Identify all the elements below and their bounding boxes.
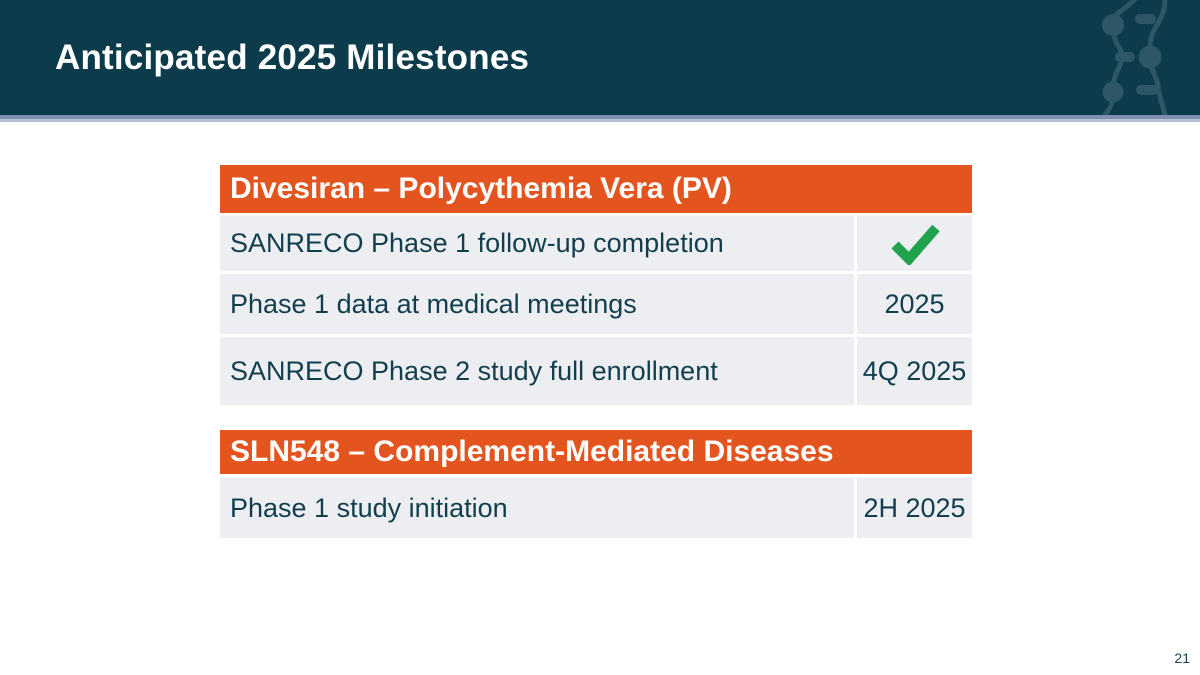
timing-cell xyxy=(857,216,972,271)
table-header-divesiran: Divesiran – Polycythemia Vera (PV) xyxy=(220,165,972,213)
milestones-tables: Divesiran – Polycythemia Vera (PV) SANRE… xyxy=(220,165,972,538)
page-title: Anticipated 2025 Milestones xyxy=(55,37,530,77)
header-accent-line-light xyxy=(0,119,1200,122)
milestone-cell: Phase 1 study initiation xyxy=(220,478,854,538)
table-header-sln548: SLN548 – Complement-Mediated Diseases xyxy=(220,430,972,474)
timing-cell: 4Q 2025 xyxy=(857,337,972,405)
timing-cell: 2025 xyxy=(857,274,972,334)
milestone-cell: SANRECO Phase 1 follow-up completion xyxy=(220,216,854,271)
table-row: Phase 1 study initiation 2H 2025 xyxy=(220,478,972,538)
table-row: SANRECO Phase 1 follow-up completion xyxy=(220,216,972,271)
page-number: 21 xyxy=(1174,650,1190,666)
check-icon xyxy=(890,224,940,265)
table-row: SANRECO Phase 2 study full enrollment 4Q… xyxy=(220,337,972,405)
milestone-cell: Phase 1 data at medical meetings xyxy=(220,274,854,334)
timing-cell: 2H 2025 xyxy=(857,478,972,538)
table-row: Phase 1 data at medical meetings 2025 xyxy=(220,274,972,334)
header-accent-line xyxy=(0,115,1200,119)
milestone-cell: SANRECO Phase 2 study full enrollment xyxy=(220,337,854,405)
dna-strand-logo-icon xyxy=(1101,0,1168,115)
table-spacer xyxy=(220,405,972,430)
header-band: Anticipated 2025 Milestones xyxy=(0,0,1200,115)
